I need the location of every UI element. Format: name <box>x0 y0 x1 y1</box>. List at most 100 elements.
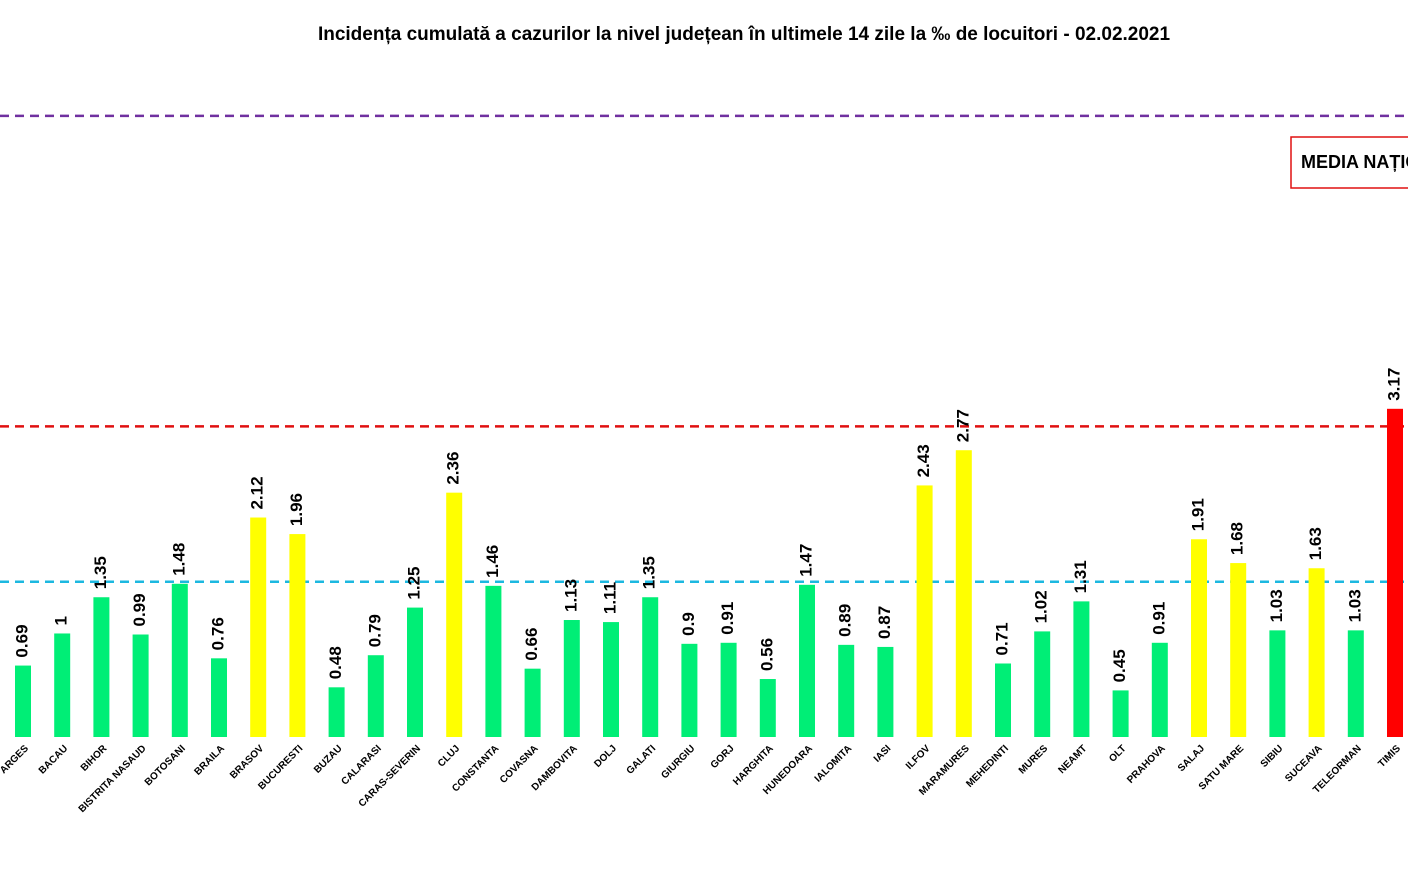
x-tick-label: IALOMITA <box>813 743 854 784</box>
value-label: 1 <box>52 616 71 625</box>
x-tick-label: GALATI <box>625 743 659 777</box>
value-label: 1.46 <box>483 545 502 578</box>
value-label: 0.69 <box>12 624 31 657</box>
bar <box>759 679 776 737</box>
bar <box>93 597 110 737</box>
value-label: 2.12 <box>248 476 267 509</box>
bar <box>1112 690 1129 737</box>
bar <box>1034 631 1051 737</box>
x-tick-label: TIMIS <box>1376 743 1403 770</box>
annotation: MEDIA NAȚIONALĂ <box>1301 151 1408 172</box>
bar <box>171 583 188 737</box>
value-label: 1.96 <box>287 493 306 526</box>
value-label: 1.35 <box>640 556 659 589</box>
bar <box>1073 601 1090 737</box>
value-label: 2.77 <box>953 409 972 442</box>
bar <box>54 633 71 737</box>
bar <box>1387 408 1403 737</box>
value-label: 1.48 <box>169 543 188 576</box>
x-tick-label: SALAJ <box>1176 743 1207 774</box>
bar <box>1308 568 1325 737</box>
bar <box>603 622 619 737</box>
chart-title: Incidența cumulată a cazurilor la nivel … <box>318 24 1171 45</box>
x-tick-label: BISTRITA NASAUD <box>77 743 149 815</box>
bar <box>485 585 502 737</box>
x-tick-label: GIURGIU <box>659 743 697 781</box>
bar <box>720 642 737 737</box>
annotation-box <box>1290 136 1408 189</box>
value-label: 0.48 <box>326 646 345 679</box>
value-label: 0.9 <box>679 612 698 636</box>
bar <box>446 492 463 737</box>
value-label: 0.56 <box>757 638 776 671</box>
bar <box>1151 642 1168 737</box>
value-label: 0.99 <box>130 593 149 626</box>
bar <box>799 584 815 737</box>
x-tick-label: SIBIU <box>1259 743 1286 770</box>
bar <box>995 663 1011 737</box>
value-label: 1.68 <box>1228 522 1247 555</box>
value-label: 0.76 <box>208 617 227 650</box>
value-label: 1.25 <box>404 566 423 599</box>
x-tick-label: ARGES <box>0 743 31 776</box>
x-tick-label: MEHEDINTI <box>964 743 1011 790</box>
value-label: 2.43 <box>914 444 933 477</box>
bar <box>1269 630 1286 737</box>
x-tick-label: NEAMT <box>1056 743 1089 776</box>
bar <box>407 607 423 737</box>
x-tick-label: PRAHOVA <box>1125 743 1168 786</box>
bar <box>132 634 149 737</box>
value-label: 0.91 <box>1149 602 1168 635</box>
bar <box>1347 630 1364 737</box>
value-label: 1.03 <box>1345 589 1364 622</box>
x-tick-label: BOTOSANI <box>143 743 188 788</box>
bar <box>877 646 894 737</box>
bar <box>563 620 580 737</box>
x-tick-label: GORJ <box>709 743 737 771</box>
x-tick-label: BUZAU <box>312 743 345 776</box>
x-tick-label: MURES <box>1017 743 1051 777</box>
bar <box>328 687 345 737</box>
x-tick-label: DOLJ <box>592 743 619 770</box>
x-tick-label: BIHOR <box>79 743 110 774</box>
bar <box>681 643 698 737</box>
bar <box>916 485 933 737</box>
value-label: 0.79 <box>365 614 384 647</box>
bar <box>838 644 855 737</box>
x-tick-label: CLUJ <box>436 743 462 769</box>
x-tick-label: ILFOV <box>904 743 933 772</box>
x-tick-label: IASI <box>872 743 894 765</box>
x-tick-label: BACAU <box>37 743 70 776</box>
value-label: 0.66 <box>522 628 541 661</box>
bar <box>1230 563 1247 737</box>
bar <box>367 655 384 737</box>
value-label: 1.35 <box>91 556 110 589</box>
value-label: 0.91 <box>718 602 737 635</box>
bar <box>211 658 227 737</box>
value-label: 1.11 <box>600 582 619 614</box>
x-tick-label: SUCEAVA <box>1283 743 1324 784</box>
bar <box>524 668 541 737</box>
value-label: 1.03 <box>1267 589 1286 622</box>
bar <box>250 517 267 737</box>
x-tick-label: BRASOV <box>228 743 266 781</box>
x-tick-label: OLT <box>1107 743 1128 764</box>
value-label: 0.89 <box>836 604 855 637</box>
bar <box>15 665 31 737</box>
value-label: 2.36 <box>444 452 463 485</box>
value-label: 1.47 <box>796 544 815 577</box>
bar <box>289 534 306 737</box>
bar <box>642 597 659 737</box>
value-label: 0.71 <box>992 622 1011 655</box>
x-tick-label: BRAILA <box>192 743 226 777</box>
bar <box>955 450 972 737</box>
value-label: 0.45 <box>1110 649 1129 682</box>
value-label: 1.02 <box>1032 590 1051 623</box>
bar <box>1191 539 1207 737</box>
value-label: 1.13 <box>561 579 580 612</box>
value-label: 3.17 <box>1384 368 1403 401</box>
value-label: 1.91 <box>1188 498 1207 531</box>
x-tick-label: COVASNA <box>498 743 541 786</box>
